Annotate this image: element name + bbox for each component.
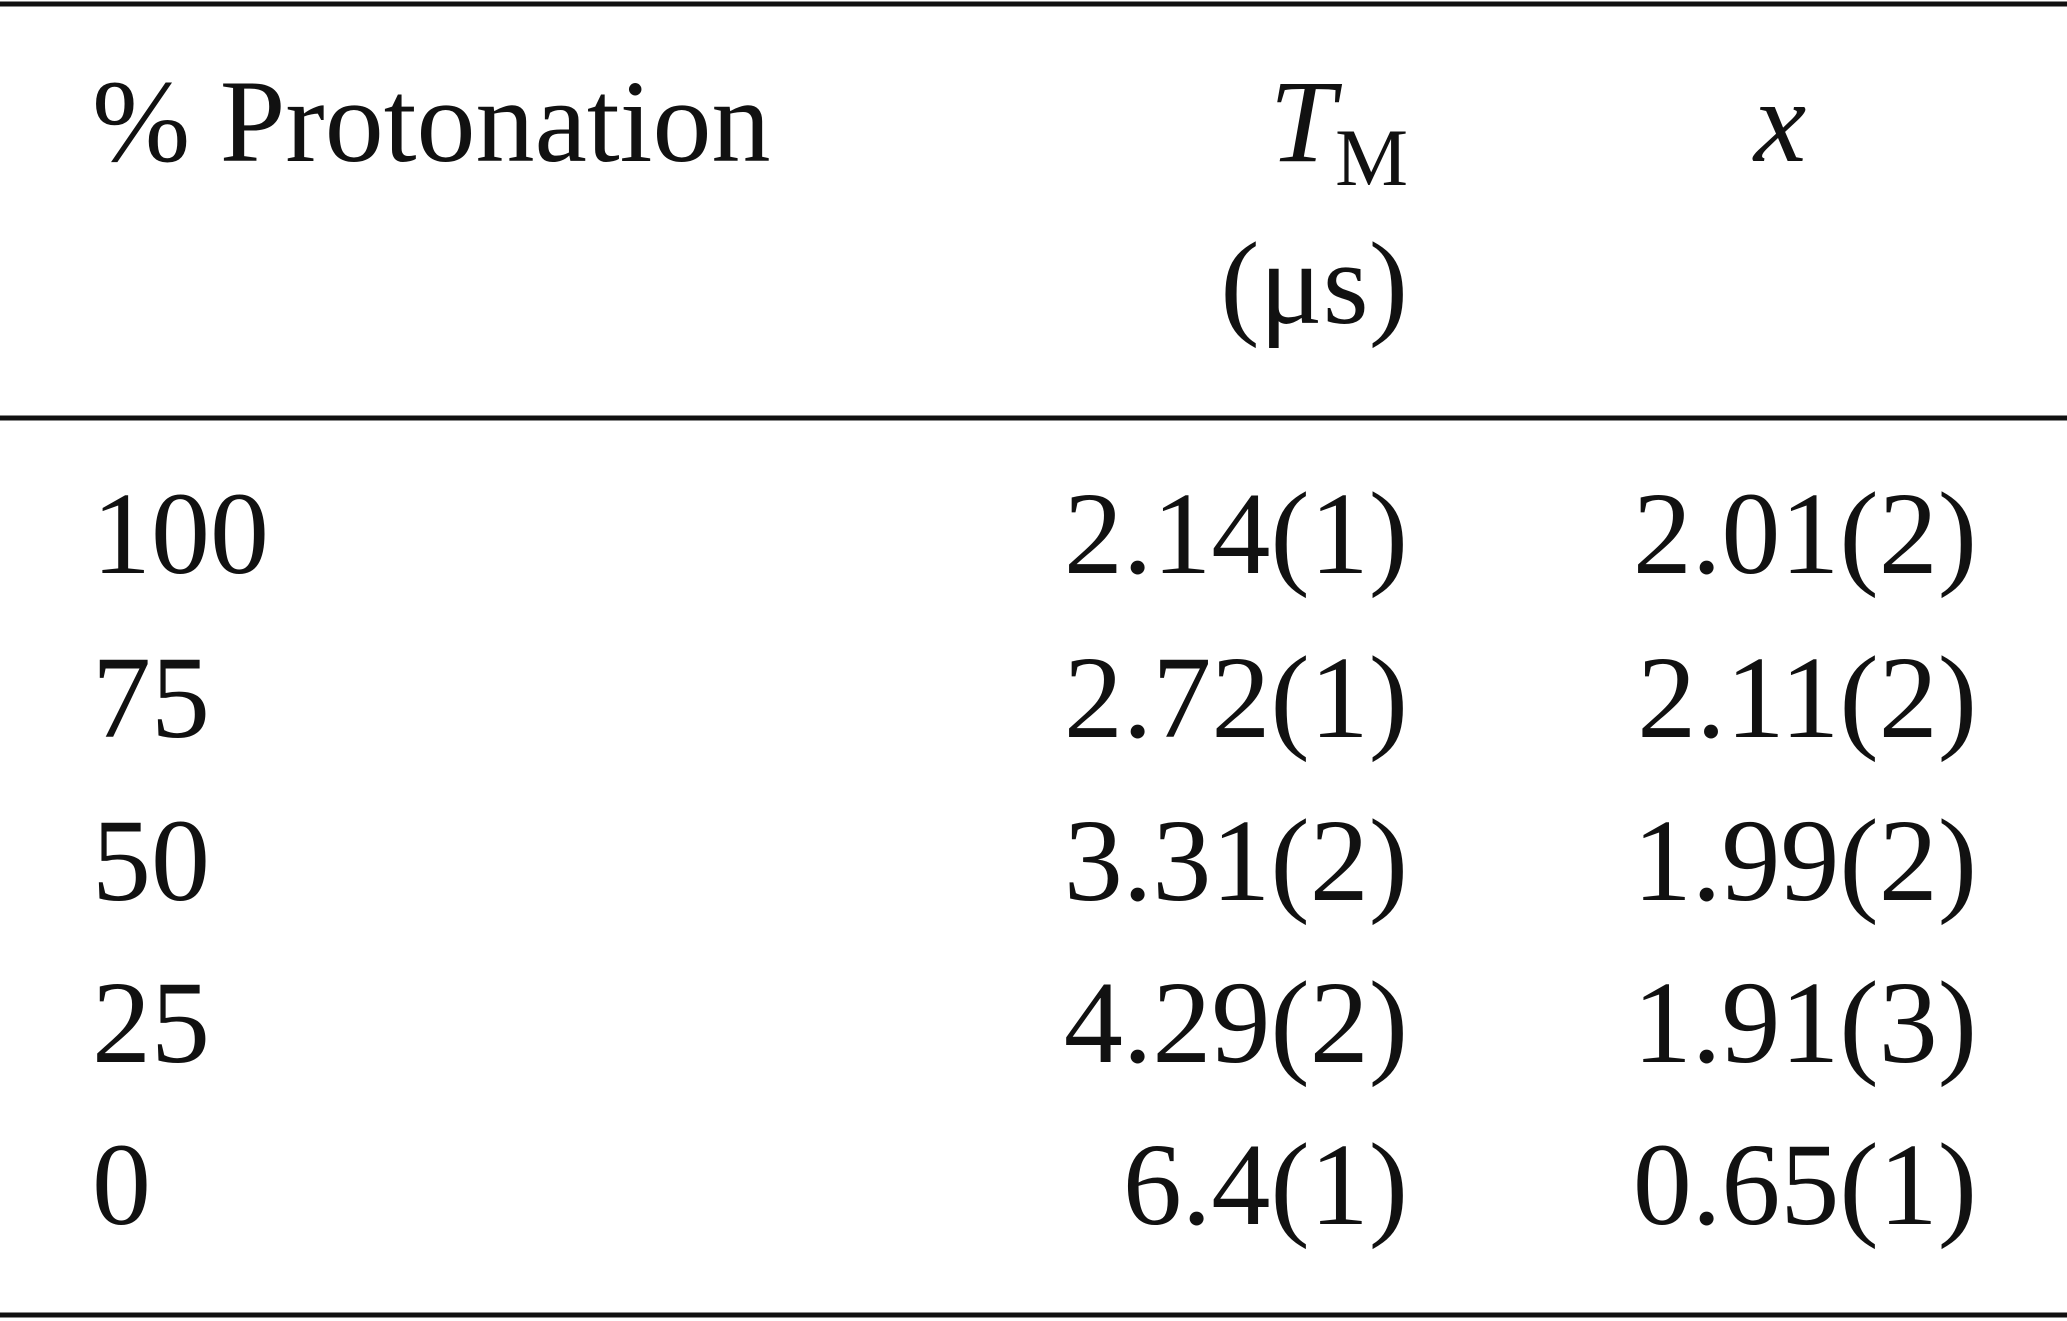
tm-cell: 4.29(2) (1064, 957, 1408, 1088)
tm-subscript: M (1335, 112, 1408, 203)
header-tm-unit: (μs) (1220, 218, 1408, 349)
header-tm: TM (1269, 56, 1408, 203)
x-cell: 1.99(2) (1633, 795, 1977, 926)
tm-cell: 2.14(1) (1064, 468, 1408, 599)
header-x: x (1752, 56, 1806, 187)
tm-symbol: T (1269, 56, 1342, 187)
protonation-cell: 25 (92, 957, 210, 1088)
tm-cell: 2.72(1) (1064, 632, 1408, 763)
x-cell: 2.01(2) (1633, 468, 1977, 599)
tm-cell: 3.31(2) (1064, 795, 1408, 926)
x-cell: 1.91(3) (1633, 957, 1977, 1088)
protonation-cell: 100 (92, 468, 269, 599)
tm-cell: 6.4(1) (1123, 1119, 1408, 1250)
header-protonation: % Protonation (92, 56, 770, 187)
x-cell: 0.65(1) (1633, 1119, 1977, 1250)
protonation-cell: 50 (92, 795, 210, 926)
x-cell: 2.11(2) (1637, 632, 1977, 763)
protonation-cell: 75 (92, 632, 210, 763)
protonation-cell: 0 (92, 1119, 151, 1250)
